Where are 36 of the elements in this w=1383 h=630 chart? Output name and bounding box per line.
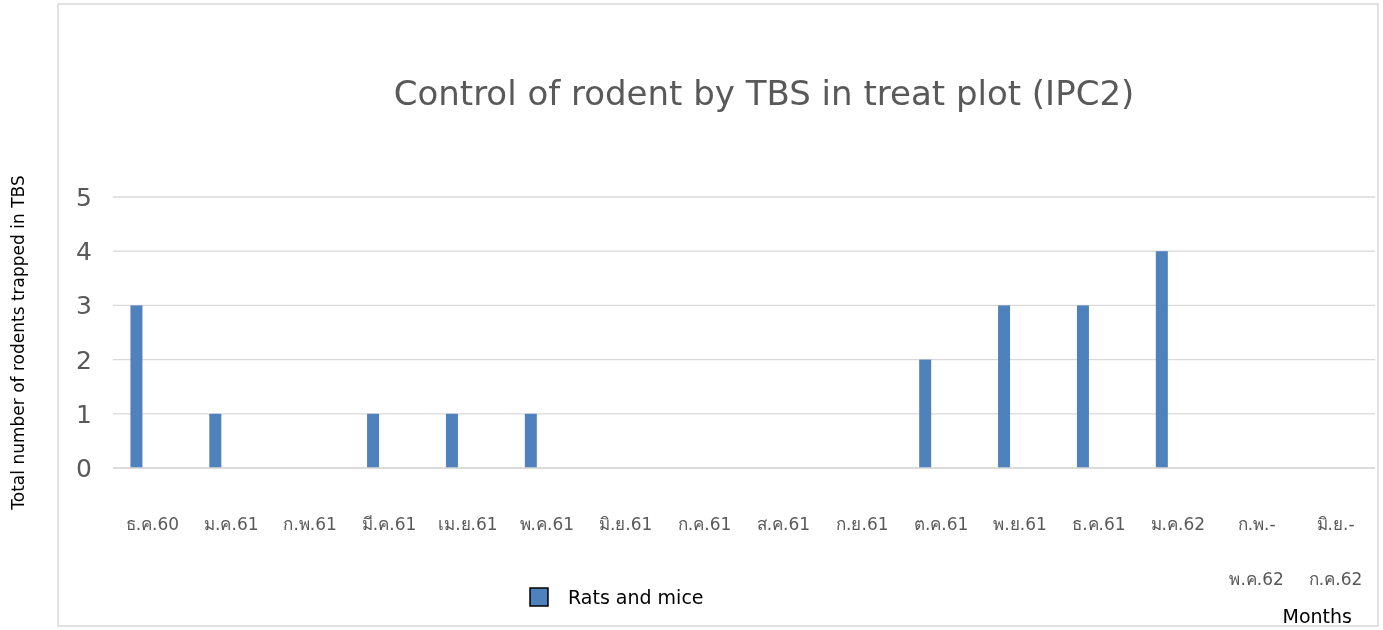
x-tick-label: ม.ค.62 — [1150, 514, 1206, 534]
y-tick-label: 2 — [76, 345, 92, 375]
x-tick-label: ธ.ค.60 — [125, 514, 180, 534]
x-tick-label: ต.ค.61 — [913, 514, 969, 534]
bar — [445, 413, 458, 468]
y-tick-label: 1 — [76, 399, 92, 429]
x-tick-label: พ.ค.61 — [519, 514, 575, 534]
y-tick-label: 5 — [76, 183, 92, 212]
x-tick-label: ธ.ค.61 — [1072, 514, 1126, 534]
y-tick-label: 3 — [76, 291, 92, 321]
bar — [998, 305, 1011, 468]
bar — [1076, 305, 1089, 468]
x-tick-label: พ.ย.61 — [993, 514, 1047, 534]
bar — [209, 413, 222, 468]
y-axis-title: Total number of rodents trapped in TBS — [8, 175, 28, 511]
x-tick-label: ก.ย.61 — [836, 514, 889, 534]
x-tick-label: ก.ค.61 — [677, 514, 732, 534]
x-tick-label: มี.ค.61 — [361, 514, 417, 534]
bar — [1155, 251, 1168, 468]
y-tick-label: 4 — [76, 237, 92, 267]
x-axis-title: Months — [1282, 605, 1352, 627]
legend: Rats and mice — [529, 586, 704, 608]
x-tick-label: ส.ค.61 — [756, 514, 811, 534]
category-label: ก.พ.-พ.ค.62 — [1229, 514, 1284, 589]
bar — [367, 413, 380, 468]
legend-label: Rats and mice — [568, 586, 704, 608]
x-tick-label: เม.ย.61 — [438, 514, 498, 534]
y-tick-label: 0 — [76, 454, 92, 483]
category-label: มิ.ย.-ก.ค.62 — [1308, 514, 1363, 589]
x-tick-label: มิ.ย.61 — [598, 514, 653, 534]
bar — [524, 413, 537, 468]
chart-title: Control of rodent by TBS in treat plot (IPC2) — [393, 73, 1135, 113]
bar — [130, 305, 143, 468]
bar — [919, 359, 932, 468]
x-tick-label: ม.ค.61 — [204, 514, 259, 534]
x-tick-label: ก.พ.61 — [283, 514, 337, 534]
